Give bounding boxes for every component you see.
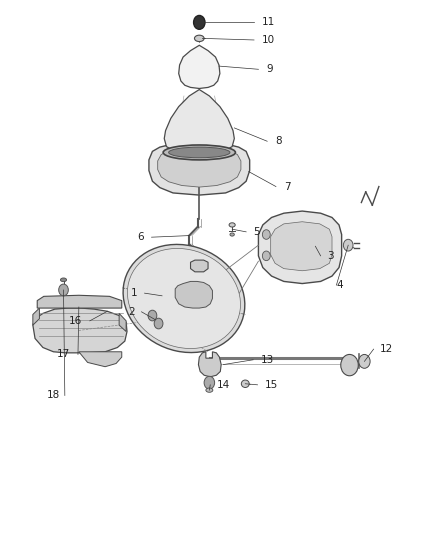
Circle shape [194,15,205,29]
Text: 13: 13 [261,355,274,365]
Text: 8: 8 [275,136,282,146]
Text: 17: 17 [57,350,70,359]
Text: 2: 2 [128,307,135,317]
Polygon shape [33,308,127,353]
Circle shape [343,239,353,251]
Ellipse shape [206,388,213,392]
Text: 14: 14 [216,380,230,390]
Polygon shape [175,281,212,308]
Polygon shape [191,260,208,272]
Circle shape [59,284,68,296]
Ellipse shape [60,278,67,281]
Ellipse shape [194,35,204,42]
Text: 10: 10 [262,35,275,45]
Text: 6: 6 [137,232,144,242]
Polygon shape [119,313,126,332]
Text: 11: 11 [262,18,275,27]
Text: 5: 5 [253,227,260,237]
Circle shape [204,376,215,389]
Circle shape [341,354,358,376]
Polygon shape [164,90,234,152]
Circle shape [262,251,270,261]
Circle shape [262,230,270,239]
Polygon shape [271,222,332,271]
Text: 12: 12 [380,344,393,354]
Polygon shape [149,142,250,195]
Polygon shape [33,308,39,325]
Polygon shape [158,147,241,187]
Ellipse shape [127,248,240,349]
Circle shape [148,310,157,321]
Ellipse shape [230,233,234,236]
Circle shape [154,318,163,329]
Text: 3: 3 [328,251,334,261]
Polygon shape [179,45,220,88]
Text: 1: 1 [131,288,137,298]
Text: 7: 7 [284,182,290,191]
Polygon shape [258,211,342,284]
Polygon shape [79,352,122,367]
Ellipse shape [229,223,235,227]
Ellipse shape [169,147,230,158]
Polygon shape [37,295,122,308]
Ellipse shape [241,380,249,387]
Ellipse shape [123,245,245,352]
Text: 15: 15 [265,380,278,390]
Text: 4: 4 [336,280,343,290]
Circle shape [359,354,370,368]
Text: 9: 9 [266,64,273,74]
Text: 18: 18 [46,391,60,400]
Ellipse shape [163,145,236,160]
Polygon shape [198,352,221,377]
Text: 16: 16 [69,316,82,326]
